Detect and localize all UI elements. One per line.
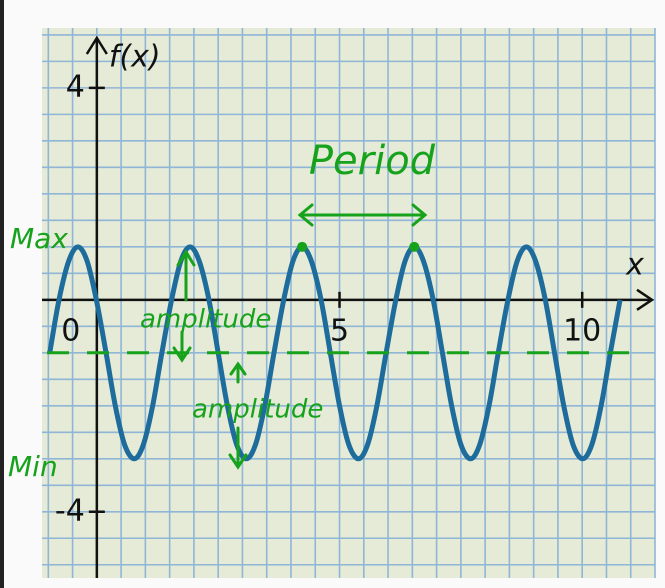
y-tick-label: 4	[66, 69, 85, 104]
plot-background	[42, 28, 655, 578]
x-tick-label: 5	[330, 313, 349, 348]
period-point	[297, 242, 307, 252]
annotation: Period	[309, 138, 436, 184]
annotation: amplitude	[140, 305, 271, 335]
y-tick-label: -4	[55, 493, 85, 528]
annotation: Min	[8, 450, 58, 483]
page: x f(x) 0 5 10 -4 4 Period Max Min amplitude amplit…	[0, 0, 665, 588]
x-axis-label: x	[625, 247, 644, 282]
photo-edge	[0, 0, 4, 588]
x-tick-label: 10	[563, 313, 601, 348]
y-axis-label: f(x)	[109, 40, 161, 75]
x-tick-label: 0	[61, 313, 80, 348]
period-point	[409, 242, 419, 252]
annotation: Max	[10, 222, 68, 255]
chart: x f(x) 0 5 10 -4 4 Period Max Min amplitude amplit…	[0, 0, 665, 588]
annotation: amplitude	[192, 395, 323, 425]
